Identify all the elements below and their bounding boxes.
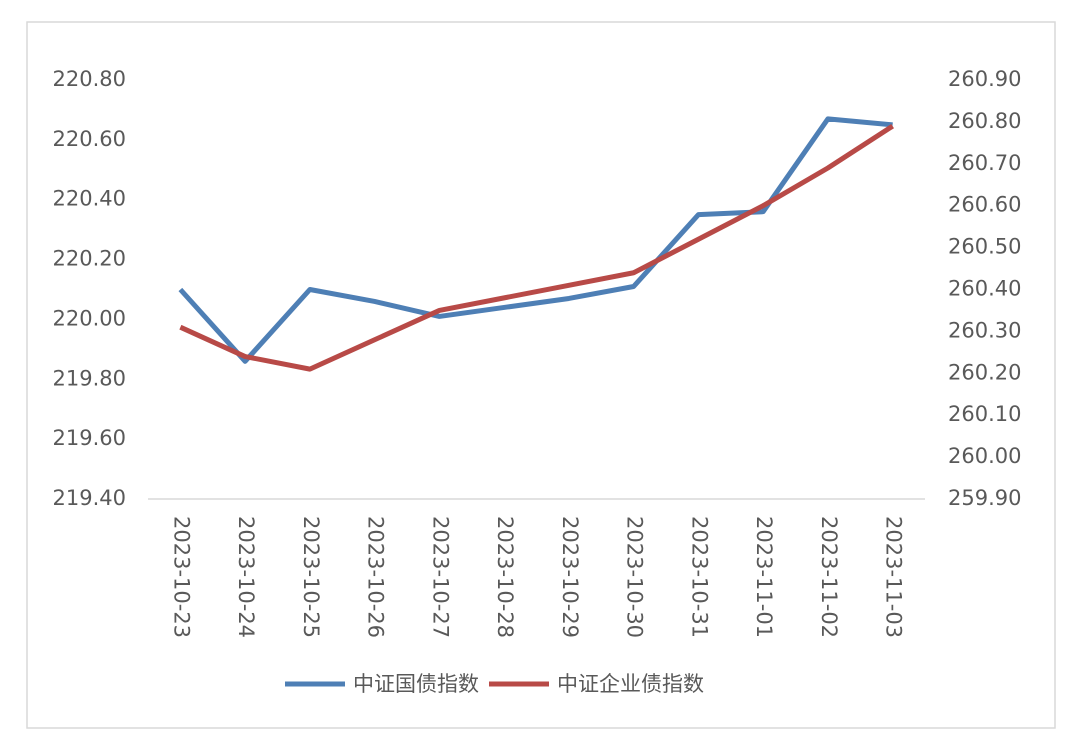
- y-tick-label: 219.80: [53, 366, 126, 390]
- x-tick-label: 2023-10-29: [558, 516, 582, 638]
- y2-tick-label: 260.40: [948, 277, 1021, 301]
- y2-tick-label: 259.90: [948, 486, 1021, 510]
- y2-tick-label: 260.50: [948, 235, 1021, 259]
- x-tick-label: 2023-10-31: [687, 516, 711, 638]
- x-tick-label: 2023-10-23: [169, 516, 193, 638]
- x-tick-label: 2023-10-28: [493, 516, 517, 638]
- y-tick-label: 220.00: [53, 306, 126, 330]
- x-tick-label: 2023-10-24: [234, 516, 258, 638]
- y2-tick-label: 260.10: [948, 402, 1021, 426]
- y-tick-label: 220.60: [53, 127, 126, 151]
- x-tick-label: 2023-11-03: [882, 516, 906, 638]
- y2-tick-label: 260.70: [948, 151, 1021, 175]
- legend-label: 中证企业债指数: [557, 672, 704, 696]
- y-tick-label: 219.40: [53, 486, 126, 510]
- y2-tick-label: 260.60: [948, 193, 1021, 217]
- y2-tick-label: 260.00: [948, 444, 1021, 468]
- y2-tick-label: 260.90: [948, 67, 1021, 91]
- y2-tick-label: 260.80: [948, 109, 1021, 133]
- y-tick-label: 219.60: [53, 426, 126, 450]
- y-tick-label: 220.40: [53, 187, 126, 211]
- y2-tick-label: 260.30: [948, 318, 1021, 342]
- x-tick-label: 2023-11-02: [817, 516, 841, 638]
- y-tick-label: 220.80: [53, 67, 126, 91]
- legend-label: 中证国债指数: [353, 672, 479, 696]
- x-tick-label: 2023-10-25: [299, 516, 323, 638]
- series-line: [179, 123, 894, 372]
- x-tick-label: 2023-10-27: [428, 516, 452, 638]
- y-tick-label: 220.20: [53, 247, 126, 271]
- series-line: [178, 116, 893, 364]
- x-tick-label: 2023-10-26: [364, 516, 388, 638]
- y2-tick-label: 260.20: [948, 360, 1021, 384]
- x-tick-label: 2023-10-30: [623, 516, 647, 638]
- chart-frame: [26, 21, 1056, 729]
- x-tick-label: 2023-11-01: [752, 516, 776, 638]
